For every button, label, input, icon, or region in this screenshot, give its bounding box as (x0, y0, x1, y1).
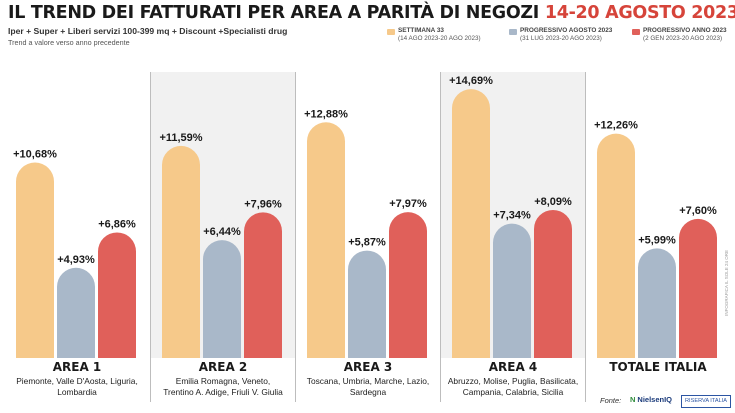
bar (493, 223, 531, 358)
bar (16, 162, 54, 358)
bar (534, 209, 572, 358)
area-description-line: Sardegna (349, 387, 387, 397)
bar-value-label: +12,88% (304, 108, 348, 120)
legend-item-anno: PROGRESSIVO ANNO 2023 (2 GEN 2023-20 AGO… (632, 27, 727, 43)
area-name: TOTALE ITALIA (609, 360, 707, 374)
area-description-line: Piemonte, Valle D'Aosta, Liguria, (16, 376, 138, 386)
bar-value-label: +11,59% (159, 132, 202, 144)
nielseniq-logo: N NielsenIQ (630, 395, 672, 404)
bar-value-label: +8,09% (534, 196, 572, 208)
bar-value-label: +12,26% (594, 120, 638, 132)
legend-swatch (509, 29, 517, 35)
area-name: AREA 4 (488, 360, 538, 374)
legend-swatch (387, 29, 395, 35)
bar (162, 145, 200, 358)
subtitle: Iper + Super + Liberi servizi 100-399 mq… (8, 26, 288, 36)
nielseniq-logo-text: NielsenIQ (637, 395, 673, 404)
value-labels-group: +10,68% +4,93% +6,86% +11,59% +6,44% +7,96% +1… (13, 75, 717, 266)
area-description-line: Campania, Calabria, Sicilia (462, 387, 564, 397)
area-description: Piemonte, Valle D'Aosta, Liguria, Lombar… (4, 376, 150, 398)
bar-value-label: +7,34% (493, 210, 531, 222)
legend-item-agosto: PROGRESSIVO AGOSTO 2023 (31 LUG 2023-20 … (509, 27, 613, 43)
bar-value-label: +10,68% (13, 149, 57, 161)
bar (348, 250, 386, 358)
bar (203, 240, 241, 358)
bar-value-label: +5,87% (348, 237, 386, 249)
area-name: AREA 2 (198, 360, 248, 374)
area-description-line: Toscana, Umbria, Marche, Lazio, (306, 376, 430, 386)
area-description-line: Emilia Romagna, Veneto, (175, 376, 271, 386)
legend-label: PROGRESSIVO AGOSTO 2023 (520, 27, 613, 34)
divider (150, 72, 151, 402)
bar (244, 212, 282, 358)
bars-group (16, 89, 717, 358)
area-description-line: Lombardia (57, 387, 97, 397)
bar-value-label: +7,97% (389, 198, 427, 210)
legend-label: PROGRESSIVO ANNO 2023 (643, 27, 727, 34)
bar (98, 232, 136, 358)
area-name: AREA 3 (343, 360, 393, 374)
bar-value-label: +6,44% (203, 226, 241, 238)
chart-note: Trend a valore verso anno precedente (8, 38, 130, 47)
legend-range: (31 LUG 2023-20 AGO 2023) (520, 35, 602, 42)
bar-value-label: +5,99% (638, 234, 676, 246)
legend-range: (14 AGO 2023-20 AGO 2023) (398, 35, 481, 42)
legend-swatch (632, 29, 640, 35)
bar-value-label: +7,60% (679, 205, 717, 217)
bar-value-label: +14,69% (449, 75, 493, 87)
bar-value-label: +7,96% (244, 198, 282, 210)
bar-value-label: +6,86% (98, 218, 136, 230)
legend-label: SETTIMANA 33 (398, 27, 444, 34)
bar-value-label: +4,93% (57, 254, 95, 266)
bar (389, 212, 427, 358)
area-description: Toscana, Umbria, Marche, Lazio, Sardegna (295, 376, 441, 398)
page-title: IL TREND DEI FATTURATI PER AREA A PARITÀ… (8, 3, 735, 23)
area-description-line: Trentino A. Adige, Friuli V. Giulia (163, 387, 283, 397)
divider (585, 72, 586, 402)
credit-text: INFOGRAFICA IL SOLE 24 ORE (724, 250, 729, 316)
divider (440, 72, 441, 402)
bar (638, 248, 676, 358)
riserva-italia-logo: RISERVA ITALIA (681, 395, 731, 408)
area-name: AREA 1 (52, 360, 102, 374)
nielseniq-mark-icon: N (630, 395, 636, 404)
area-description: Abruzzo, Molise, Puglia, Basilicata, Cam… (440, 376, 586, 398)
legend-item-settimana: SETTIMANA 33 (14 AGO 2023-20 AGO 2023) (387, 27, 481, 43)
area-description: Emilia Romagna, Veneto, Trentino A. Adig… (150, 376, 296, 398)
area-description-line: Abruzzo, Molise, Puglia, Basilicata, (447, 376, 579, 386)
title-main: IL TREND DEI FATTURATI PER AREA A PARITÀ… (8, 3, 540, 23)
divider (295, 72, 296, 402)
bar (57, 267, 95, 358)
title-period: 14-20 AGOSTO 2023 (544, 3, 735, 23)
bar (307, 122, 345, 358)
bar (679, 218, 717, 358)
bar (452, 89, 490, 358)
bar (597, 133, 635, 358)
source-label: Fonte: (600, 396, 622, 405)
legend-range: (2 GEN 2023-20 AGO 2023) (643, 35, 723, 42)
